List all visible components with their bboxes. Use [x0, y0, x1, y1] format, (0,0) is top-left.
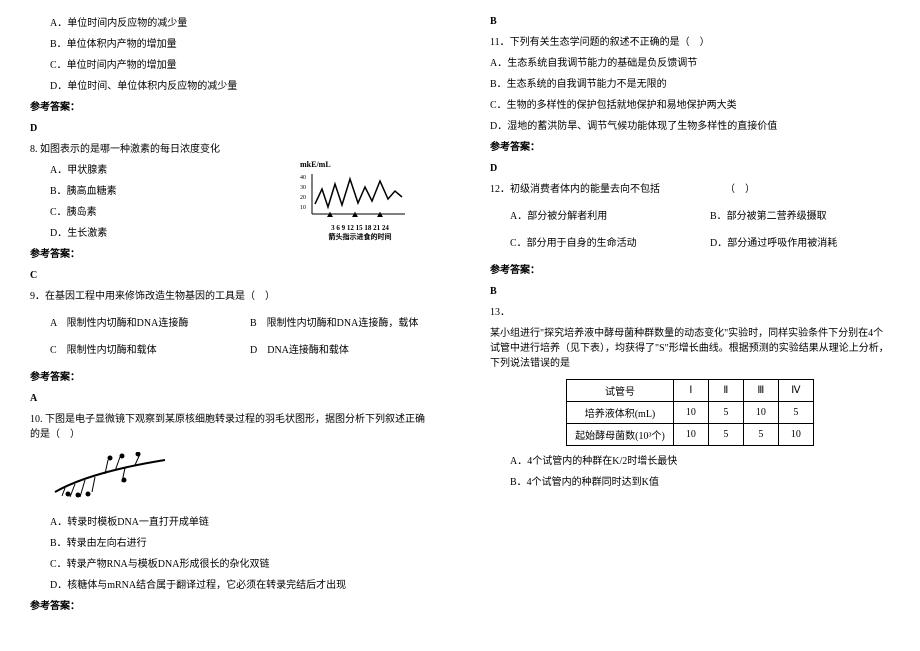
q8-answer: C — [30, 268, 430, 283]
r1c2: 5 — [708, 402, 743, 424]
q10-opt-d: D．核糖体与mRNA结合属于翻译过程，它必须在转录完结后才出现 — [30, 578, 430, 593]
q9-opt-d: D DNA连接酶和载体 — [230, 343, 430, 358]
q12-answer: B — [490, 284, 890, 299]
q10-stem: 10. 下图是电子显微镜下观察到某原核细胞转录过程的羽毛状图形，据图分析下列叙述… — [30, 412, 430, 442]
q9-opt-a: A 限制性内切酶和DNA连接酶 — [30, 316, 230, 331]
chart-caption: 箭头指示进食的时间 — [300, 232, 420, 242]
q8-stem: 8. 如图表示的是哪一种激素的每日浓度变化 — [30, 142, 430, 157]
q11-answer: D — [490, 161, 890, 176]
q9-opt-b: B 限制性内切酶和DNA连接酶，载体 — [230, 316, 430, 331]
hormone-chart: mkE/mL 40 30 20 10 3 6 9 12 15 18 21 24 … — [300, 160, 420, 242]
r2c3: 5 — [743, 424, 778, 446]
answer-label: 参考答案： — [490, 263, 890, 278]
th-0: 试管号 — [567, 380, 674, 402]
q12-opt-b: B．部分被第二营养级摄取 — [690, 209, 890, 224]
q7-opt-b: B．单位体积内产物的增加量 — [30, 37, 430, 52]
svg-text:20: 20 — [300, 195, 306, 201]
th-1: Ⅰ — [673, 380, 708, 402]
q11-opt-a: A．生态系统自我调节能力的基础是负反馈调节 — [490, 56, 890, 71]
q13-stem: 某小组进行"探究培养液中酵母菌种群数量的动态变化"实验时，同样实验条件下分别在4… — [490, 326, 890, 371]
exam-page: A．单位时间内反应物的减少量 B．单位体积内产物的增加量 C．单位时间内产物的增… — [0, 0, 920, 651]
svg-text:10: 10 — [300, 205, 306, 211]
r1c1: 10 — [673, 402, 708, 424]
q10-opt-b: B．转录由左向右进行 — [30, 536, 430, 551]
svg-text:40: 40 — [300, 175, 306, 181]
r2c0: 起始酵母菌数(10³个) — [567, 424, 674, 446]
q7-opt-c: C．单位时间内产物的增加量 — [30, 58, 430, 73]
svg-text:30: 30 — [300, 185, 306, 191]
q12-opt-a: A．部分被分解者利用 — [490, 209, 690, 224]
q7-opt-d: D．单位时间、单位体积内反应物的减少量 — [30, 79, 430, 94]
r2c1: 10 — [673, 424, 708, 446]
answer-label: 参考答案： — [30, 599, 430, 614]
q12-opt-d: D．部分通过呼吸作用被消耗 — [690, 236, 890, 251]
q11-opt-c: C．生物的多样性的保护包括就地保护和易地保护两大类 — [490, 98, 890, 113]
chart-svg: 40 30 20 10 — [300, 169, 410, 224]
right-column: B 11．下列有关生态学问题的叙述不正确的是（ ） A．生态系统自我调节能力的基… — [460, 0, 920, 651]
q11-stem: 11．下列有关生态学问题的叙述不正确的是（ ） — [490, 35, 890, 50]
r1c0: 培养液体积(mL) — [567, 402, 674, 424]
q12-opt-c: C．部分用于自身的生命活动 — [490, 236, 690, 251]
q9-opt-c: C 限制性内切酶和载体 — [30, 343, 230, 358]
q9-stem: 9．在基因工程中用来修饰改造生物基因的工具是（ ） — [30, 289, 430, 304]
q11-opt-d: D．湿地的蓄洪防旱、调节气候功能体现了生物多样性的直接价值 — [490, 119, 890, 134]
q13-table: 试管号 Ⅰ Ⅱ Ⅲ Ⅳ 培养液体积(mL) 10 5 10 5 起始酵母菌数(1… — [490, 379, 890, 446]
th-2: Ⅱ — [708, 380, 743, 402]
left-column: A．单位时间内反应物的减少量 B．单位体积内产物的增加量 C．单位时间内产物的增… — [0, 0, 460, 651]
q10-answer: B — [490, 14, 890, 29]
q12-stem: 12．初级消费者体内的能量去向不包括 （ ） — [490, 182, 890, 197]
answer-label: 参考答案： — [490, 140, 890, 155]
answer-label: 参考答案： — [30, 370, 430, 385]
q13-opt-a: A．4个试管内的种群在K/2时增长最快 — [490, 454, 890, 469]
answer-label: 参考答案： — [30, 247, 430, 262]
r2c4: 10 — [778, 424, 813, 446]
chart-ylabel: mkE/mL — [300, 160, 420, 169]
answer-label: 参考答案： — [30, 100, 430, 115]
chart-xticks: 3 6 9 12 15 18 21 24 — [300, 224, 420, 232]
q13-opt-b: B．4个试管内的种群同时达到K值 — [490, 475, 890, 490]
q10-opt-c: C．转录产物RNA与模板DNA形成很长的杂化双链 — [30, 557, 430, 572]
q7-opt-a: A．单位时间内反应物的减少量 — [30, 16, 430, 31]
q7-answer: D — [30, 121, 430, 136]
q11-opt-b: B．生态系统的自我调节能力不是无限的 — [490, 77, 890, 92]
q13-num: 13． — [490, 305, 890, 320]
th-3: Ⅲ — [743, 380, 778, 402]
r1c4: 5 — [778, 402, 813, 424]
feather-diagram — [50, 452, 170, 502]
r2c2: 5 — [708, 424, 743, 446]
th-4: Ⅳ — [778, 380, 813, 402]
r1c3: 10 — [743, 402, 778, 424]
q10-opt-a: A．转录时模板DNA一直打开成单链 — [30, 515, 430, 530]
q9-answer: A — [30, 391, 430, 406]
